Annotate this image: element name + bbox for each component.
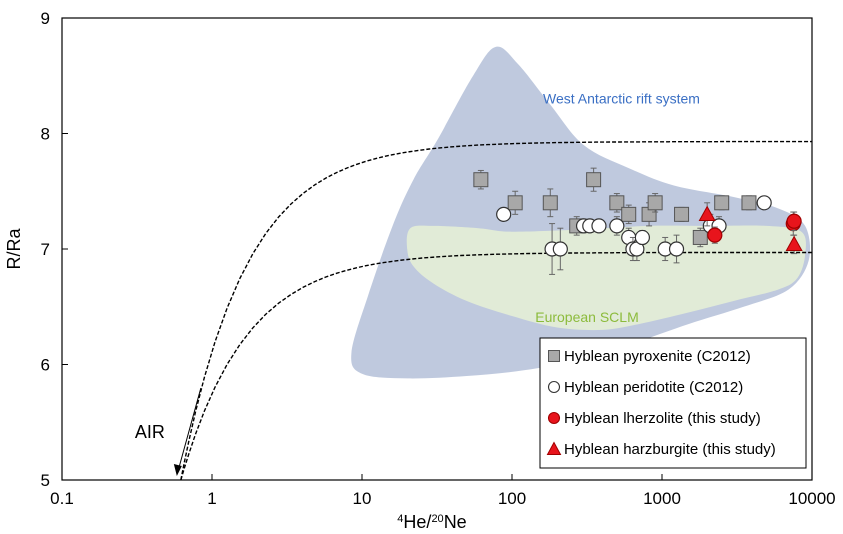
mixing-curve [180, 140, 812, 481]
data-point [741, 195, 757, 211]
x-axis-title: 4He/20Ne [397, 512, 466, 532]
data-point [674, 206, 690, 222]
region-label: European SCLM [535, 309, 639, 325]
data-point [609, 195, 625, 211]
data-points [473, 167, 803, 275]
data-point [591, 218, 607, 234]
data-point [647, 195, 663, 211]
series-3 [698, 202, 803, 255]
legend: Hyblean pyroxenite (C2012) Hyblean perido… [539, 337, 807, 469]
x-tick-label: 0.1 [50, 489, 74, 508]
x-title-sup1: 4 [397, 513, 403, 525]
data-point [586, 172, 602, 188]
data-point [621, 206, 637, 222]
legend-marker [546, 441, 562, 455]
x-tick-label: 100 [498, 489, 526, 508]
data-point [692, 229, 708, 245]
data-point [473, 172, 489, 188]
y-tick-label: 5 [41, 471, 50, 490]
y-tick-label: 8 [41, 125, 50, 144]
region-european-sclm [406, 225, 806, 331]
data-point [552, 241, 568, 257]
x-tick-label: 10 [353, 489, 372, 508]
data-point [785, 235, 803, 252]
y-tick-label: 9 [41, 9, 50, 28]
data-point [786, 213, 802, 229]
legend-label: Hyblean harzburgite (this study) [564, 441, 776, 458]
data-point [634, 229, 650, 246]
air-label: AIR [135, 422, 165, 442]
legend-marker [547, 411, 561, 425]
data-point [668, 241, 685, 257]
x-tick-label: 10000 [788, 489, 835, 508]
data-point [756, 195, 772, 211]
air-arrowhead [173, 464, 182, 476]
data-point [707, 227, 723, 243]
x-title-base2: Ne [444, 512, 467, 532]
data-point [542, 195, 558, 211]
data-point [507, 195, 523, 211]
x-tick-label: 1000 [643, 489, 681, 508]
series-1 [496, 195, 772, 275]
x-title-sup2: 20 [431, 513, 443, 525]
legend-label: Hyblean lherzolite (this study) [564, 410, 761, 427]
data-point [698, 205, 716, 222]
x-title-base1: He/ [403, 512, 431, 532]
shaded-regions: West Antarctic rift system European SCLM [351, 46, 811, 379]
legend-marker [547, 380, 561, 394]
y-tick-label: 6 [41, 356, 50, 375]
legend-marker [548, 350, 560, 362]
legend-label: Hyblean pyroxenite (C2012) [564, 348, 751, 365]
region-label: West Antarctic rift system [543, 90, 700, 106]
x-tick-label: 1 [207, 489, 216, 508]
data-point [496, 206, 512, 222]
air-annotation: AIR [135, 387, 202, 476]
data-point [714, 195, 730, 211]
y-axis-title: R/Ra [4, 228, 24, 270]
legend-box [539, 337, 807, 469]
y-tick-label: 7 [41, 240, 50, 259]
axis-ticks: 0.1 1 10 100 1000 10000 5 6 7 8 9 [41, 9, 836, 508]
data-point [609, 218, 625, 234]
series-2 [707, 211, 802, 244]
air-arrow [178, 387, 202, 469]
legend-label: Hyblean peridotite (C2012) [564, 379, 743, 396]
